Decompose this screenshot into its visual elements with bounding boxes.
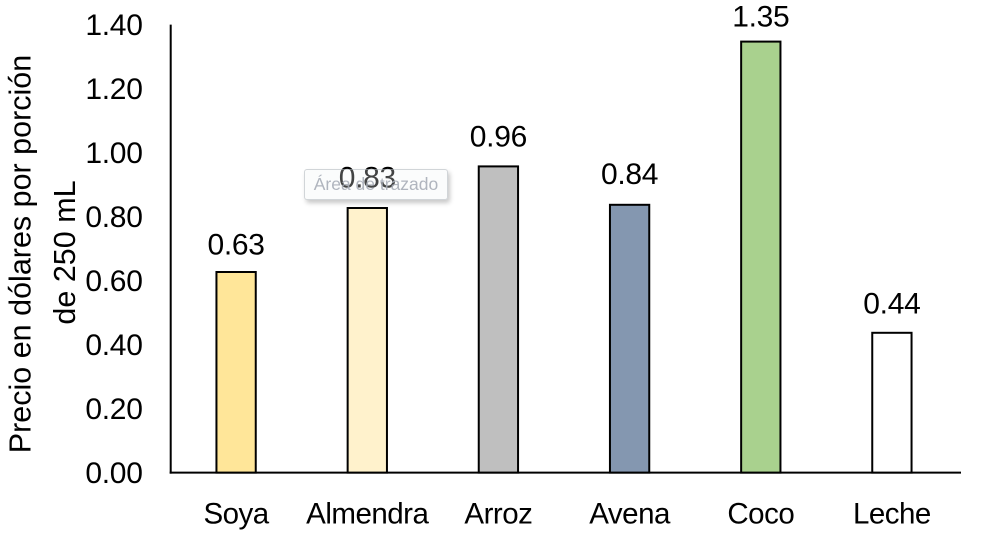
- svg-text:0.00: 0.00: [85, 457, 142, 490]
- svg-text:Avena: Avena: [589, 498, 671, 531]
- svg-text:0.84: 0.84: [601, 158, 658, 191]
- svg-text:Arroz: Arroz: [464, 498, 532, 531]
- svg-text:0.96: 0.96: [470, 120, 527, 153]
- svg-text:Coco: Coco: [727, 498, 794, 531]
- svg-text:de 250 mL: de 250 mL: [48, 180, 82, 324]
- svg-text:Soya: Soya: [203, 498, 269, 531]
- svg-text:Leche: Leche: [853, 498, 931, 531]
- svg-text:1.00: 1.00: [85, 137, 142, 170]
- svg-text:0.83: 0.83: [339, 161, 396, 194]
- svg-text:Almendra: Almendra: [306, 498, 429, 531]
- svg-text:0.63: 0.63: [207, 229, 264, 262]
- svg-text:0.60: 0.60: [85, 265, 142, 298]
- svg-text:0.44: 0.44: [863, 288, 920, 321]
- svg-text:1.40: 1.40: [85, 9, 142, 42]
- svg-text:0.80: 0.80: [85, 201, 142, 234]
- svg-text:1.35: 1.35: [732, 1, 789, 34]
- svg-text:0.40: 0.40: [85, 329, 142, 362]
- svg-text:Precio en dólares por porción: Precio en dólares por porción: [4, 55, 38, 453]
- svg-text:0.20: 0.20: [85, 393, 142, 426]
- svg-text:1.20: 1.20: [85, 73, 142, 106]
